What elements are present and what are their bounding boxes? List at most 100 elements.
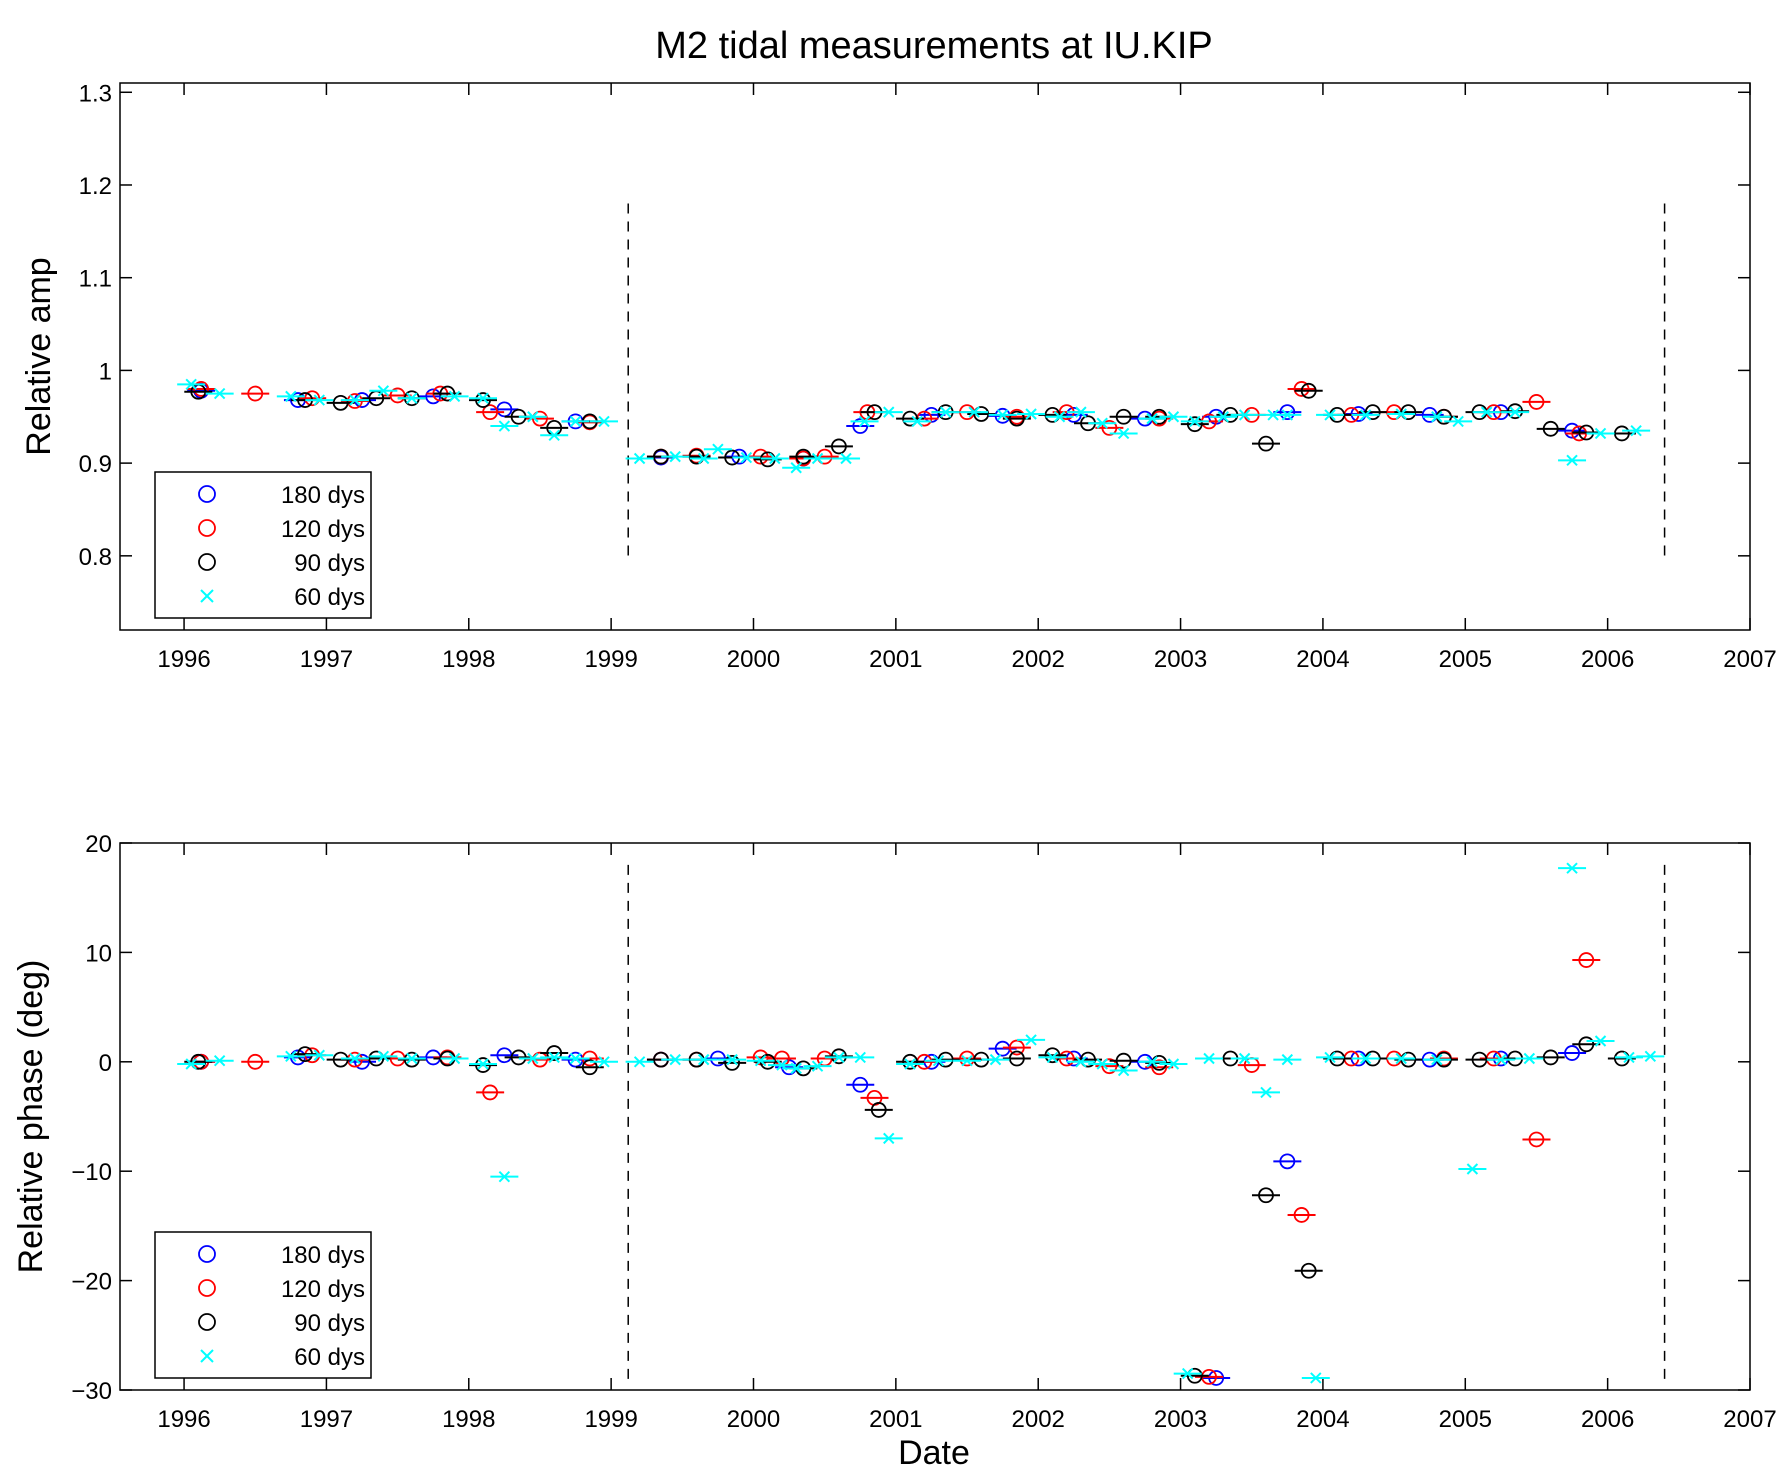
y-tick-label: 1.3: [79, 80, 112, 107]
data-point-cross: [1260, 1086, 1272, 1099]
legend-label: 90 dys: [294, 550, 365, 577]
data-point-circle: [1471, 1051, 1488, 1068]
data-point-circle: [482, 404, 499, 421]
data-point-cross: [1566, 862, 1578, 874]
x-tick-label: 2006: [1581, 1406, 1634, 1433]
data-point-cross: [968, 406, 980, 418]
data-point-cross: [854, 1051, 866, 1064]
data-point-cross: [1566, 454, 1578, 467]
data-point-cross: [477, 1058, 489, 1070]
data-point-circle: [1115, 1052, 1132, 1069]
data-point-cross: [1046, 1051, 1059, 1064]
x-tick-label: 1997: [300, 1406, 353, 1433]
legend-marker-cross: [200, 589, 214, 603]
data-point-cross: [1395, 408, 1407, 420]
data-point-cross: [349, 1052, 361, 1065]
y-tick-label: −30: [71, 1378, 112, 1405]
data-point-circle: [1578, 952, 1595, 968]
data-point-cross: [448, 1052, 461, 1065]
legend-marker-circle: [198, 1279, 216, 1297]
data-point-cross: [569, 415, 582, 428]
legend-marker-circle: [198, 1313, 216, 1331]
data-point-cross: [1509, 406, 1521, 418]
data-point-cross: [1594, 1035, 1607, 1047]
data-point-cross: [883, 406, 895, 418]
data-point-cross: [213, 1054, 226, 1067]
data-point-circle: [1008, 1039, 1025, 1056]
plot-area-frame: [119, 82, 1751, 631]
x-tick-label: 1996: [157, 1406, 210, 1433]
x-tick-label: 1999: [584, 1406, 637, 1433]
data-point-cross: [185, 378, 197, 391]
data-point-cross: [1117, 427, 1130, 440]
y-tick-label: 20: [85, 831, 112, 858]
data-point-cross: [1359, 1052, 1372, 1065]
data-point-circle: [1578, 1036, 1595, 1053]
data-point-circle: [1115, 408, 1132, 425]
data-point-circle: [1101, 419, 1118, 436]
data-point-circle: [1364, 404, 1381, 421]
data-point-cross: [1181, 1367, 1194, 1380]
data-point-circle: [1542, 420, 1559, 437]
legend-label: 60 dys: [294, 1344, 365, 1371]
data-point-cross: [961, 1054, 973, 1067]
y-tick-label: −20: [71, 1269, 112, 1296]
data-point-cross: [406, 392, 418, 404]
plot-area-frame: [119, 842, 1751, 1391]
data-point-circle: [973, 406, 990, 422]
data-point-cross: [406, 1052, 418, 1065]
data-point-circle: [710, 1050, 726, 1067]
data-point-cross: [833, 1051, 845, 1064]
data-point-circle: [1300, 382, 1317, 399]
data-point-circle: [332, 1051, 349, 1068]
data-point-circle: [1258, 1187, 1274, 1204]
data-point-cross: [1281, 1053, 1294, 1066]
y-tick-label: 1: [99, 358, 112, 385]
data-point-cross: [669, 1053, 681, 1066]
data-point-cross: [598, 1056, 610, 1068]
data-point-cross: [1189, 415, 1201, 428]
legend-marker-circle: [198, 553, 216, 571]
x-tick-label: 2002: [1012, 1406, 1065, 1433]
x-tick-label: 2001: [869, 1406, 922, 1433]
data-point-circle: [1208, 1370, 1225, 1386]
data-point-circle: [1400, 404, 1417, 421]
data-point-cross: [858, 415, 871, 428]
data-point-cross: [548, 1051, 560, 1064]
data-point-cross: [726, 1053, 738, 1066]
data-point-circle: [532, 410, 548, 427]
data-point-cross: [1594, 427, 1607, 440]
data-point-circle: [482, 1084, 499, 1101]
data-point-circle: [475, 1057, 491, 1073]
data-point-circle: [1044, 1047, 1061, 1064]
data-point-circle: [1186, 416, 1203, 433]
x-tick-label: 1999: [584, 646, 637, 673]
data-point-circle: [902, 1053, 918, 1070]
data-point-cross: [1146, 1056, 1158, 1068]
data-point-cross: [740, 451, 753, 464]
data-point-cross: [1238, 1052, 1251, 1065]
data-point-cross: [1452, 415, 1464, 428]
data-point-cross: [790, 1062, 802, 1075]
data-point-cross: [911, 415, 923, 428]
data-point-cross: [477, 392, 489, 404]
x-tick-label: 2005: [1439, 646, 1492, 673]
data-point-circle: [247, 1053, 264, 1070]
data-point-circle: [193, 381, 210, 397]
data-point-cross: [1324, 1051, 1336, 1064]
data-point-cross: [377, 1050, 390, 1063]
legend-label: 90 dys: [294, 1310, 365, 1337]
legend-marker-cross: [200, 1349, 214, 1363]
data-point-circle: [852, 1076, 869, 1093]
data-point-cross: [498, 420, 511, 432]
data-point-cross: [989, 1053, 1002, 1066]
legend-label: 60 dys: [294, 584, 365, 611]
data-point-circle: [1293, 1207, 1310, 1223]
y-tick-label: −10: [71, 1159, 112, 1186]
data-point-cross: [285, 390, 297, 403]
data-point-cross: [527, 1052, 539, 1065]
data-point-circle: [1151, 1059, 1168, 1076]
y-axis-label: Relative amp: [20, 257, 58, 455]
